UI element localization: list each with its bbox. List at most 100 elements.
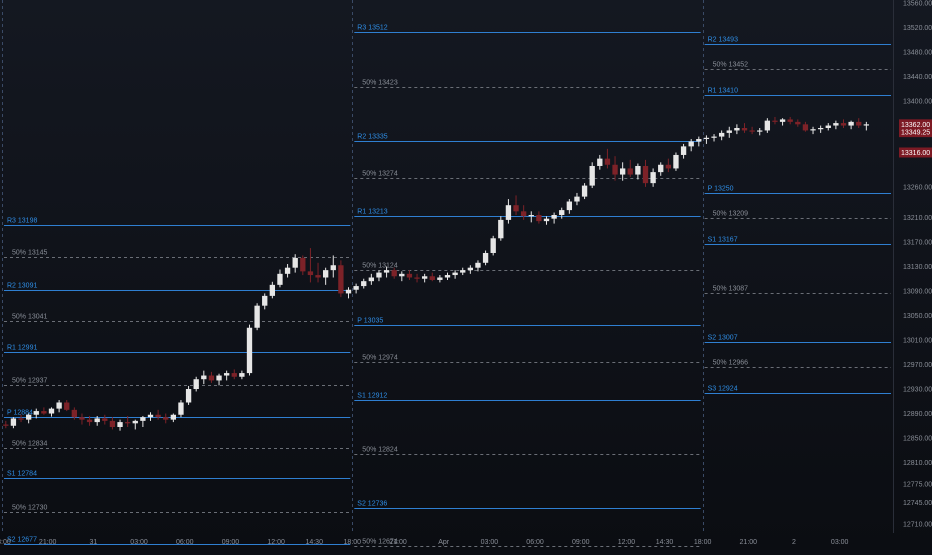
- price-tick-label: 13130.00: [903, 264, 932, 271]
- mid-level-label: 50% 12824: [362, 447, 398, 454]
- time-tick-label: 14:30: [656, 539, 674, 546]
- time-tick-label: 31: [89, 539, 97, 546]
- time-tick-label: 21:00: [389, 539, 407, 546]
- candle-body: [163, 417, 168, 419]
- price-tick-label: 13400.00: [903, 99, 932, 106]
- candle-body: [430, 276, 435, 280]
- pivot-level-label: R2 13091: [7, 283, 37, 290]
- candle-body: [407, 274, 412, 278]
- candle-body: [437, 277, 442, 279]
- candle-body: [734, 128, 739, 130]
- time-tick-label: 14:30: [305, 539, 323, 546]
- candle: [498, 216, 503, 241]
- pivot-level-label: S1 13167: [708, 237, 738, 244]
- candle-body: [194, 379, 199, 389]
- candle-body: [559, 210, 564, 215]
- candle: [254, 303, 259, 330]
- candle-body: [795, 122, 800, 124]
- candle-body: [399, 274, 404, 276]
- price-tick-label: 13090.00: [903, 288, 932, 295]
- price-tag-label: 13316.00: [901, 150, 930, 157]
- candle-body: [338, 265, 343, 293]
- candle-body: [110, 421, 115, 427]
- candle: [673, 153, 678, 171]
- price-tick-label: 13260.00: [903, 184, 932, 191]
- candle-body: [102, 418, 107, 420]
- candle-body: [772, 121, 777, 122]
- candle-body: [650, 172, 655, 183]
- candle-body: [331, 265, 336, 270]
- price-tick-label: 12930.00: [903, 387, 932, 394]
- candle-body: [285, 268, 290, 274]
- candle-body: [232, 373, 237, 377]
- price-tick-label: 13440.00: [903, 74, 932, 81]
- candle-body: [133, 421, 138, 423]
- mid-level-label: 50% 13145: [12, 250, 48, 257]
- candle-body: [590, 166, 595, 186]
- price-tick-label: 12710.00: [903, 521, 932, 528]
- candle-body: [727, 130, 732, 132]
- mid-level-label: 50% 12974: [362, 355, 398, 362]
- candle-body: [475, 263, 480, 268]
- mid-level-label: 50% 12966: [713, 360, 749, 367]
- time-tick-label: 03:00: [130, 539, 148, 546]
- time-tick-label: 06:00: [176, 539, 194, 546]
- candle-body: [833, 123, 838, 125]
- time-tick-label: 03:00: [831, 539, 849, 546]
- candle: [491, 236, 496, 256]
- candle-body: [452, 273, 457, 275]
- candle-body: [201, 376, 206, 380]
- time-tick-label: 18:00: [694, 539, 712, 546]
- time-tick-label: 09:00: [572, 539, 590, 546]
- price-tick-label: 12970.00: [903, 362, 932, 369]
- candle-body: [567, 202, 572, 211]
- price-tag: 13316.00: [899, 148, 932, 158]
- candle-body: [140, 417, 145, 421]
- candle-body: [551, 215, 556, 219]
- pivot-level-label: S3 12924: [708, 386, 738, 393]
- pivot-level-label: S2 13007: [708, 335, 738, 342]
- candle-body: [460, 270, 465, 272]
- candle-body: [506, 205, 511, 220]
- mid-level-label: 50% 13209: [713, 211, 749, 218]
- candle-body: [529, 215, 534, 216]
- candle-body: [521, 211, 526, 216]
- time-tick-label: 21:00: [39, 539, 57, 546]
- time-tick-label: 2: [792, 539, 796, 546]
- candle-body: [247, 328, 252, 373]
- candle-body: [689, 141, 694, 146]
- price-tick-label: 13560.00: [903, 1, 932, 8]
- candle-body: [810, 129, 815, 130]
- candle-body: [41, 411, 46, 413]
- price-tick-label: 12745.00: [903, 500, 932, 507]
- candle: [590, 162, 595, 188]
- candle-body: [749, 130, 754, 131]
- candle-body: [171, 415, 176, 420]
- candle-body: [293, 258, 298, 268]
- mid-level-label: 50% 13124: [362, 263, 398, 270]
- time-tick-label: 03:00: [481, 539, 499, 546]
- price-tag-label: 13349.25: [901, 130, 930, 137]
- candle-body: [788, 119, 793, 121]
- candle-body: [87, 420, 92, 422]
- candle-body: [277, 274, 282, 285]
- price-tick-label: 13050.00: [903, 313, 932, 320]
- pivot-level-label: R2 13493: [708, 37, 738, 44]
- time-tick-label: 21:00: [740, 539, 758, 546]
- candle-body: [270, 285, 275, 296]
- pivot-level-label: S1 12784: [7, 471, 37, 478]
- candle-body: [856, 122, 861, 126]
- pivot-level-label: P 13035: [357, 318, 383, 325]
- mid-level-label: 50% 13041: [12, 314, 48, 321]
- candle-body: [376, 273, 381, 278]
- candle-body: [254, 306, 259, 328]
- candle-body: [643, 166, 648, 183]
- mid-level-label: 50% 12834: [12, 441, 48, 448]
- candle-body: [422, 276, 427, 278]
- candle-body: [72, 410, 77, 417]
- pivot-level-label: R2 13335: [357, 134, 387, 141]
- price-tick-label: 13480.00: [903, 50, 932, 57]
